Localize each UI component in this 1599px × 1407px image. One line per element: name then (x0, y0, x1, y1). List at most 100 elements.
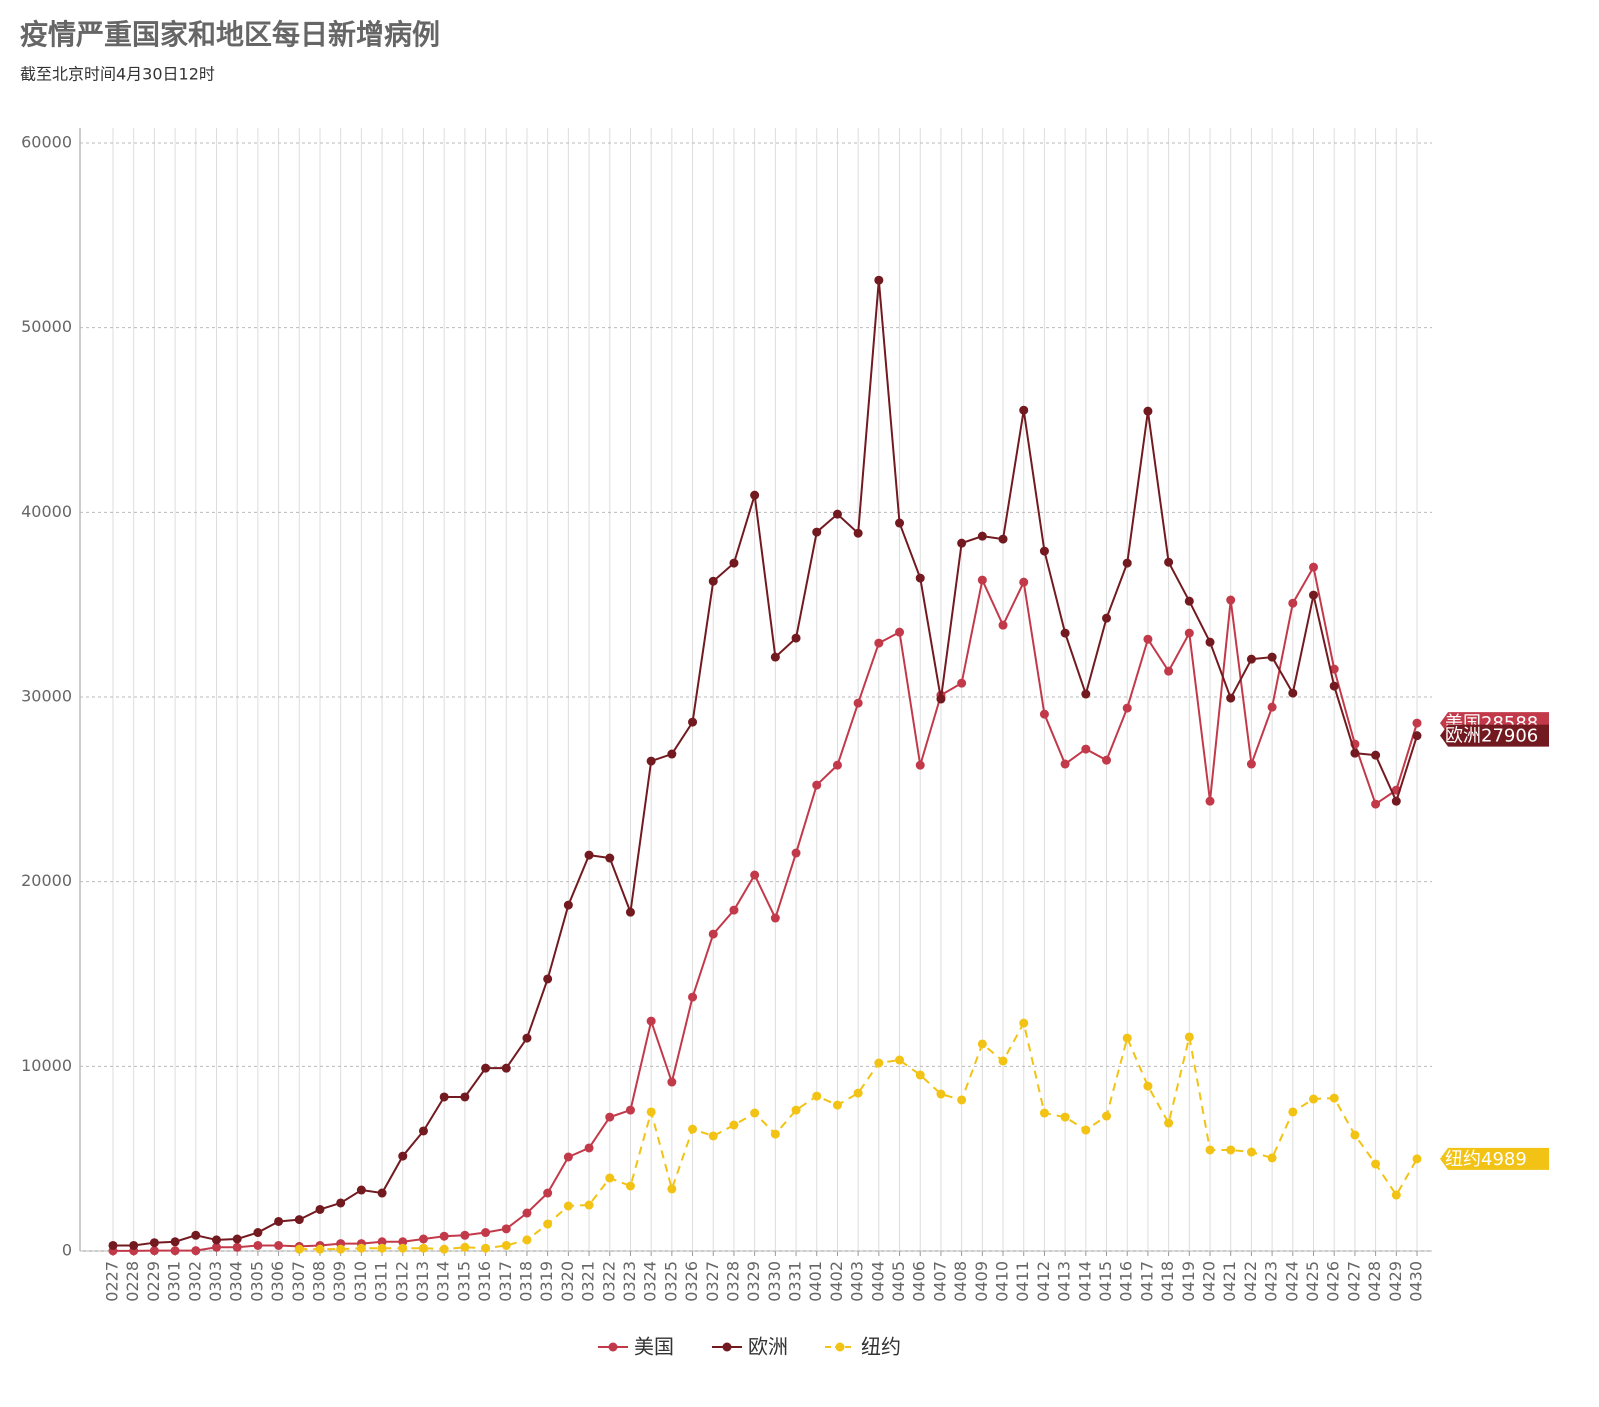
x-tick-label: 0412 (1034, 1261, 1053, 1302)
x-tick-label: 0406 (910, 1261, 929, 1302)
data-point (832, 1100, 842, 1110)
data-point (1246, 1147, 1256, 1157)
data-point (605, 1173, 615, 1183)
data-point (1267, 702, 1277, 712)
data-point (936, 1089, 946, 1099)
x-tick-label: 0323 (620, 1261, 639, 1302)
data-point (936, 694, 946, 704)
x-tick-label: 0401 (806, 1261, 825, 1302)
data-point (957, 678, 967, 688)
data-point (1081, 689, 1091, 699)
x-tick-label: 0407 (930, 1261, 949, 1302)
data-point (439, 1231, 449, 1241)
data-point (336, 1198, 346, 1208)
x-tick-label: 0301 (165, 1261, 184, 1302)
data-point (481, 1243, 491, 1253)
data-point (977, 531, 987, 541)
y-tick-label: 40000 (21, 502, 72, 521)
x-tick-label: 0328 (723, 1261, 742, 1302)
data-point (1288, 1107, 1298, 1117)
data-point (460, 1230, 470, 1240)
x-tick-label: 0424 (1282, 1261, 1301, 1302)
data-point (1267, 1153, 1277, 1163)
data-point (895, 627, 905, 637)
data-point (1184, 1032, 1194, 1042)
data-point (812, 527, 822, 537)
data-point (191, 1230, 201, 1240)
data-point (522, 1235, 532, 1245)
x-tick-label: 0417 (1137, 1261, 1156, 1302)
data-point (853, 698, 863, 708)
data-point (1226, 595, 1236, 605)
chart-subtitle: 截至北京时间4月30日12时 (20, 65, 215, 84)
data-point (1122, 703, 1132, 713)
data-point (315, 1244, 325, 1254)
x-tick-label: 0307 (289, 1261, 308, 1302)
x-tick-label: 0408 (951, 1261, 970, 1302)
x-tick-label: 0325 (661, 1261, 680, 1302)
data-point (418, 1243, 428, 1253)
y-tick-label: 30000 (21, 687, 72, 706)
data-point (563, 1152, 573, 1162)
end-label-name: 纽约 (1445, 1149, 1481, 1170)
legend-dot (835, 1342, 845, 1352)
data-point (1226, 1145, 1236, 1155)
data-point (895, 518, 905, 528)
data-point (1412, 1154, 1422, 1164)
data-point (336, 1244, 346, 1254)
data-point (646, 756, 656, 766)
data-point (1246, 654, 1256, 664)
data-point (1102, 1111, 1112, 1121)
legend-label: 纽约 (861, 1335, 901, 1359)
data-point (1164, 1118, 1174, 1128)
end-label-value: 4989 (1481, 1149, 1527, 1170)
data-point (149, 1238, 159, 1248)
data-point (998, 620, 1008, 630)
data-point (708, 929, 718, 939)
data-point (998, 1056, 1008, 1066)
x-tick-label: 0304 (227, 1261, 246, 1302)
series-line (113, 280, 1418, 1247)
end-label-bg (1440, 724, 1549, 747)
data-point (770, 1129, 780, 1139)
x-tick-label: 0227 (103, 1261, 122, 1302)
data-point (874, 638, 884, 648)
data-point (108, 1240, 118, 1250)
data-point (1350, 1130, 1360, 1140)
data-point (1184, 596, 1194, 606)
y-tick-label: 10000 (21, 1056, 72, 1075)
data-point (501, 1224, 511, 1234)
data-point (915, 573, 925, 583)
data-point (977, 575, 987, 585)
data-point (915, 1070, 925, 1080)
x-tick-label: 0418 (1158, 1261, 1177, 1302)
data-point (625, 907, 635, 917)
x-tick-label: 0228 (123, 1261, 142, 1302)
data-point (501, 1063, 511, 1073)
data-point (170, 1246, 180, 1256)
x-tick-label: 0322 (599, 1261, 618, 1302)
data-point (1371, 799, 1381, 809)
data-point (1288, 688, 1298, 698)
x-tick-label: 0318 (516, 1261, 535, 1302)
end-label-value: 27906 (1481, 726, 1538, 747)
x-tick-label: 0305 (247, 1261, 266, 1302)
x-tick-label: 0430 (1407, 1261, 1426, 1302)
x-tick-label: 0402 (827, 1261, 846, 1302)
data-point (1143, 1081, 1153, 1091)
y-tick-label: 50000 (21, 317, 72, 336)
data-point (543, 974, 553, 984)
x-tick-label: 0409 (972, 1261, 991, 1302)
x-tick-label: 0302 (185, 1261, 204, 1302)
data-point (605, 853, 615, 863)
x-tick-label: 0321 (579, 1261, 598, 1302)
x-tick-label: 0320 (558, 1261, 577, 1302)
data-point (998, 534, 1008, 544)
data-point (1329, 664, 1339, 674)
legend-label: 美国 (634, 1335, 674, 1359)
data-point (211, 1235, 221, 1245)
data-point (1288, 598, 1298, 608)
data-point (1081, 744, 1091, 754)
data-point (253, 1240, 263, 1250)
data-point (688, 717, 698, 727)
